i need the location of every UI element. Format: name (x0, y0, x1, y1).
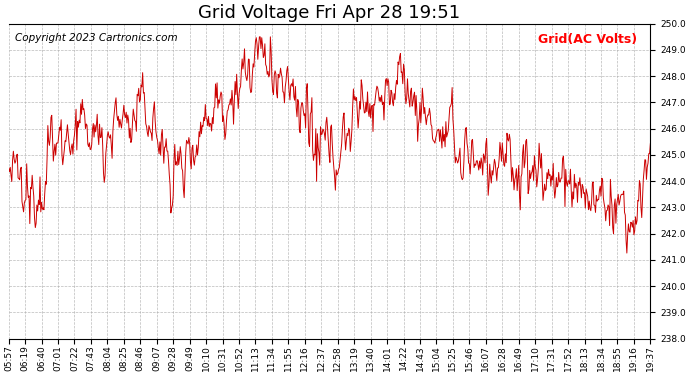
Text: Copyright 2023 Cartronics.com: Copyright 2023 Cartronics.com (15, 33, 178, 43)
Text: Grid(AC Volts): Grid(AC Volts) (538, 33, 638, 46)
Title: Grid Voltage Fri Apr 28 19:51: Grid Voltage Fri Apr 28 19:51 (199, 4, 461, 22)
